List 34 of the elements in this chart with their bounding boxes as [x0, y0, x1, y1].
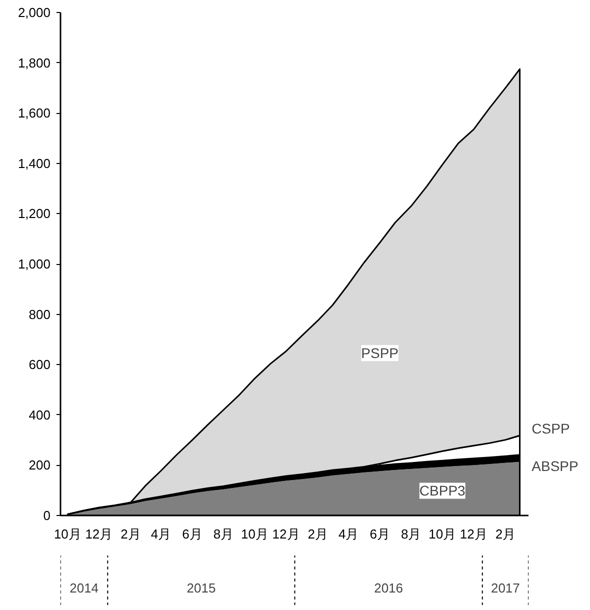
text: 2014 — [70, 580, 99, 596]
x-tick-label: 4月 — [338, 526, 359, 542]
x-tick-label: 10月 — [241, 526, 269, 542]
x-tick-label: 10月 — [428, 526, 456, 542]
text: 2017 — [490, 580, 520, 596]
x-tick-label: 8月 — [213, 526, 234, 542]
x-tick-label: 2月 — [495, 526, 516, 542]
text: 2015 — [186, 580, 216, 596]
x-tick-label: 2月 — [120, 526, 141, 542]
y-tick-label: 2,000 — [18, 5, 51, 20]
x-tick-label: 12月 — [272, 526, 300, 542]
y-tick-label: 1,800 — [18, 55, 51, 70]
x-tick-label: 6月 — [370, 526, 390, 542]
y-tick-label: 400 — [28, 407, 51, 422]
y-tick-label: 1,600 — [18, 106, 51, 121]
x-tick-label: 2月 — [308, 526, 328, 542]
y-tick-label: 0 — [43, 508, 51, 523]
x-tick-label: 8月 — [401, 526, 422, 542]
y-tick-label: 1,000 — [18, 256, 51, 272]
series-label: CBPP3 — [419, 482, 466, 499]
x-tick-label: 4月 — [150, 526, 172, 542]
y-tick-label: 1,200 — [18, 206, 51, 222]
y-tick-label: 800 — [28, 306, 51, 322]
x-tick-label: 12月 — [85, 526, 113, 542]
series-label: CSPP — [532, 420, 570, 437]
x-tick-label: 12月 — [460, 526, 488, 542]
y-tick-label: 1,400 — [18, 156, 51, 171]
x-tick-label: 6月 — [182, 526, 202, 542]
series-label: PSPP — [361, 345, 399, 362]
y-tick-label: 200 — [28, 458, 51, 473]
series-label: ABSPP — [532, 458, 578, 474]
text: 2016 — [374, 580, 404, 596]
x-tick-label: 10月 — [54, 526, 82, 542]
y-tick-label: 600 — [28, 357, 51, 372]
